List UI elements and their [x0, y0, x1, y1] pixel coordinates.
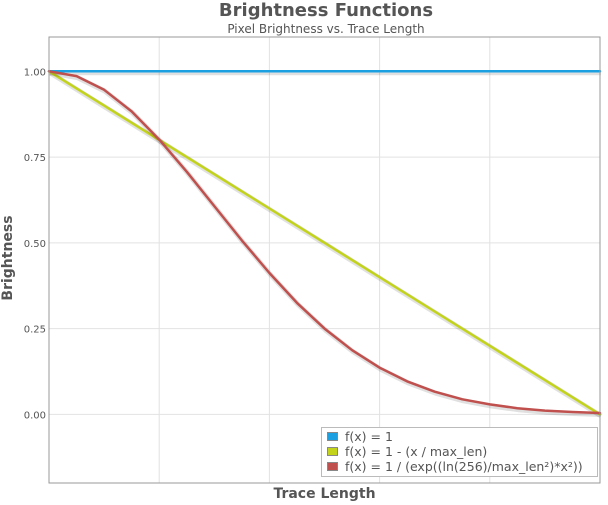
- legend-swatch: [327, 447, 338, 456]
- grid-layer: [49, 37, 600, 483]
- legend-item: f(x) = 1 / (exp((ln(256)/max_len²)*x²)): [327, 459, 597, 474]
- legend-swatch: [327, 462, 338, 471]
- legend-label: f(x) = 1: [345, 429, 393, 444]
- series-line-3: [47, 70, 602, 415]
- legend-label: f(x) = 1 - (x / max_len): [345, 444, 488, 459]
- legend-item: f(x) = 1 - (x / max_len): [327, 444, 597, 459]
- series-line-2: [47, 70, 602, 416]
- y-tick-label: 0.75: [24, 153, 46, 164]
- y-tick-label: 0.25: [24, 325, 46, 336]
- y-tick-label: 1.00: [24, 67, 46, 78]
- legend-label: f(x) = 1 / (exp((ln(256)/max_len²)*x²)): [345, 459, 583, 474]
- series-layer: [47, 70, 603, 419]
- legend-item: f(x) = 1: [327, 429, 597, 444]
- chart-title: Brightness Functions: [218, 0, 434, 21]
- x-axis-title: Trace Length: [273, 486, 376, 502]
- y-tick-label: 0.50: [24, 239, 46, 250]
- chart-subtitle: Pixel Brightness vs. Trace Length: [227, 22, 425, 36]
- tick-label-layer: 1.00 0.75 0.50 0.25 0.00: [24, 67, 46, 421]
- legend: f(x) = 1 f(x) = 1 - (x / max_len) f(x) = 1…: [321, 427, 598, 477]
- legend-swatch: [327, 432, 338, 441]
- plot-frame: [48, 36, 601, 484]
- y-tick-label: 0.00: [24, 410, 46, 421]
